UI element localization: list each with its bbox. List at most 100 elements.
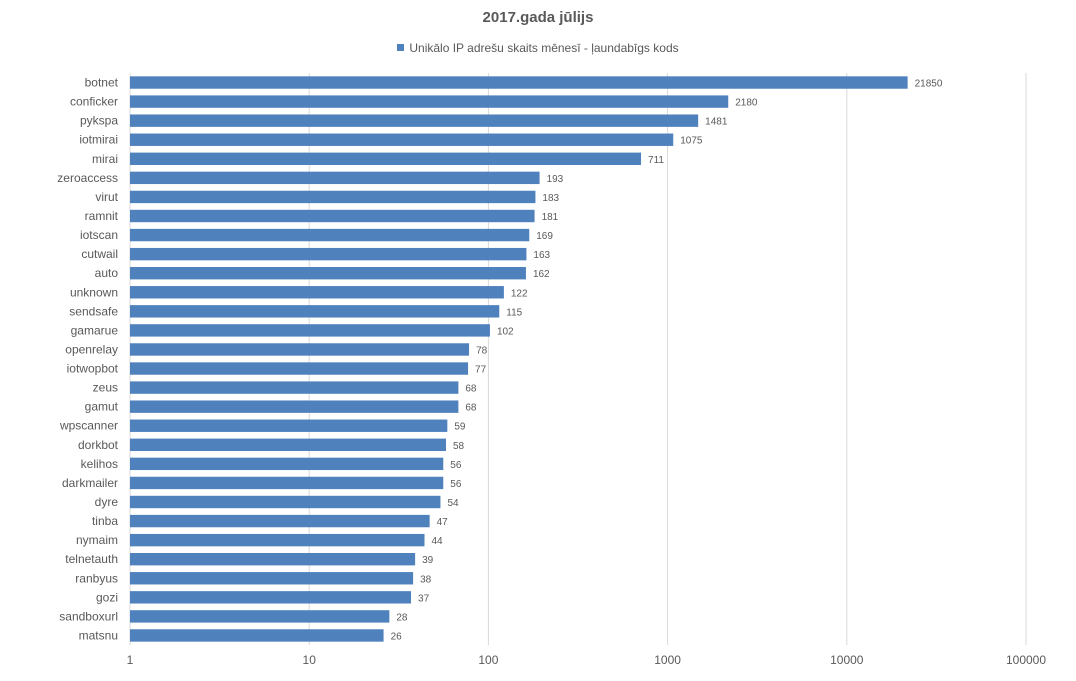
- data-label: 115: [506, 307, 522, 318]
- category-label: dorkbot: [78, 438, 119, 452]
- category-label: darkmailer: [62, 476, 118, 490]
- data-label: 162: [533, 269, 550, 280]
- data-label: 68: [465, 403, 477, 414]
- legend: Unikālo IP adrešu skaits mēnesī - ļaunda…: [0, 41, 1076, 55]
- category-label: auto: [95, 266, 119, 280]
- category-label: unknown: [70, 285, 118, 299]
- data-label: 1481: [705, 117, 728, 128]
- x-tick-label: 100000: [1006, 653, 1046, 667]
- category-label: gozi: [96, 590, 118, 604]
- bar: [130, 400, 459, 413]
- data-label: 77: [475, 365, 487, 376]
- bar: [130, 114, 699, 127]
- category-label: nymaim: [76, 533, 118, 547]
- bar: [130, 286, 504, 299]
- data-label: 163: [533, 250, 550, 261]
- data-label: 39: [422, 555, 434, 566]
- category-label: ramnit: [85, 209, 119, 223]
- data-label: 56: [450, 479, 462, 490]
- data-label: 26: [391, 631, 403, 642]
- bar: [130, 572, 414, 585]
- data-label: 68: [465, 384, 477, 395]
- data-label: 44: [432, 536, 444, 547]
- category-label: matsnu: [79, 628, 118, 642]
- x-tick-label: 10: [303, 653, 317, 667]
- x-tick-label: 10000: [830, 653, 864, 667]
- category-label: gamut: [85, 400, 119, 414]
- x-tick-label: 1000: [654, 653, 681, 667]
- bar: [130, 343, 470, 356]
- bar: [130, 591, 412, 604]
- bar: [130, 362, 469, 375]
- category-label: gamarue: [71, 323, 119, 337]
- bar: [130, 533, 425, 547]
- data-label: 183: [542, 193, 559, 204]
- data-label: 28: [396, 612, 408, 623]
- data-label: 58: [453, 441, 465, 452]
- data-label: 711: [648, 155, 664, 166]
- data-label: 78: [476, 345, 488, 356]
- category-label: virut: [95, 190, 118, 204]
- bar: [130, 476, 444, 490]
- bar: [130, 305, 500, 318]
- category-label: mirai: [92, 152, 118, 166]
- bar: [130, 629, 384, 642]
- bar: [130, 324, 490, 337]
- bar: [130, 267, 526, 280]
- category-label: conficker: [70, 95, 118, 109]
- data-label: 1075: [680, 136, 703, 147]
- category-label: pykspa: [80, 114, 118, 128]
- bar: [130, 457, 444, 471]
- bar: [130, 76, 908, 89]
- data-label: 169: [536, 231, 553, 242]
- legend-swatch: [397, 44, 405, 51]
- bar: [130, 438, 447, 451]
- bar: [130, 190, 536, 204]
- category-label: openrelay: [65, 342, 118, 356]
- category-label: cutwail: [81, 247, 118, 261]
- bar: [130, 419, 448, 432]
- data-label: 37: [418, 593, 430, 604]
- bar: [130, 381, 459, 394]
- data-label: 102: [497, 326, 514, 337]
- bar: [130, 247, 527, 261]
- data-label: 21850: [915, 79, 943, 90]
- category-label: ranbyus: [75, 571, 118, 585]
- bar: [130, 209, 535, 223]
- bar: [130, 95, 729, 108]
- bar: [130, 610, 390, 623]
- category-label: kelihos: [81, 457, 118, 471]
- data-label: 47: [437, 517, 449, 528]
- data-label: 181: [542, 212, 559, 223]
- category-label: wpscanner: [59, 419, 118, 433]
- category-label: iotscan: [80, 228, 118, 242]
- x-tick-label: 1: [127, 653, 134, 667]
- data-label: 54: [447, 498, 459, 509]
- x-tick-label: 100: [478, 653, 498, 667]
- data-label: 59: [454, 422, 466, 433]
- category-label: sandboxurl: [59, 609, 118, 623]
- chart-title: 2017.gada jūlijs: [482, 9, 594, 26]
- bar: [130, 152, 642, 165]
- category-label: botnet: [85, 76, 119, 90]
- bar: [130, 171, 540, 185]
- bar: [130, 228, 530, 242]
- category-label: zeroaccess: [57, 171, 118, 185]
- data-label: 122: [511, 288, 528, 299]
- data-label: 193: [547, 174, 564, 185]
- bar: [130, 495, 441, 509]
- legend-label: Unikālo IP adrešu skaits mēnesī - ļaunda…: [409, 41, 679, 55]
- category-label: sendsafe: [69, 304, 118, 318]
- data-label: 2180: [735, 98, 758, 109]
- category-label: iotwopbot: [67, 362, 119, 376]
- bar: [130, 133, 674, 146]
- data-label: 38: [420, 574, 432, 585]
- category-label: tinba: [92, 514, 118, 528]
- category-label: iotmirai: [79, 133, 118, 147]
- category-label: dyre: [95, 495, 119, 509]
- bar: [130, 514, 430, 528]
- category-label: zeus: [93, 381, 118, 395]
- bar: [130, 553, 416, 566]
- category-label: telnetauth: [65, 552, 118, 566]
